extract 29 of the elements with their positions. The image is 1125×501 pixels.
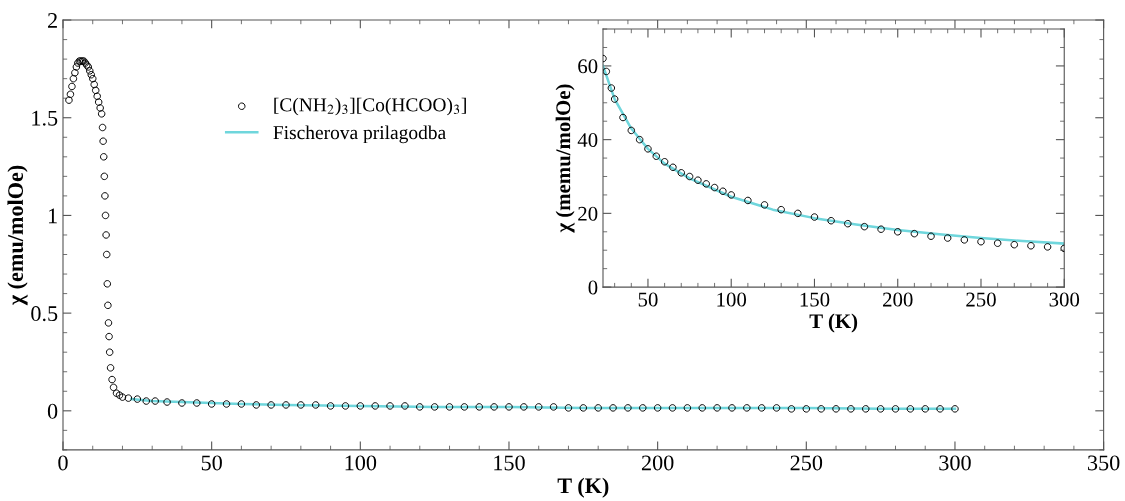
- x-tick-label: 350: [1088, 455, 1120, 471]
- y-tick-label: 20: [578, 206, 598, 221]
- x-tick-label: 100: [345, 455, 377, 471]
- y-tick-label: 0.5: [31, 306, 58, 322]
- x-tick-label: 0: [58, 455, 68, 471]
- y-tick-label: 2: [48, 13, 57, 28]
- x-tick-label: 300: [1049, 292, 1080, 307]
- y-tick-label: 40: [577, 133, 598, 148]
- y-axis-title: χ (emu/molOe): [7, 165, 28, 306]
- x-axis-title: T (K): [809, 313, 858, 333]
- x-tick-label: 250: [790, 455, 823, 471]
- legend-label: [C(NH$_{2}$)$_{3}$][Co(HCOO)$_{3}$]: [274, 97, 466, 116]
- y-tick-label: 60: [578, 59, 598, 74]
- x-tick-label: 100: [717, 292, 747, 307]
- legend-label: Fischerova prilagodba: [273, 125, 446, 144]
- x-tick-label: 250: [966, 292, 996, 307]
- x-tick-label: 300: [939, 455, 971, 471]
- x-tick-label: 50: [201, 455, 222, 471]
- y-tick-label: 0: [588, 280, 598, 295]
- x-tick-label: 200: [641, 455, 674, 471]
- y-axis-title: χ (memu/molOe): [555, 84, 575, 233]
- x-tick-label: 150: [494, 455, 525, 471]
- x-tick-label: 50: [638, 292, 658, 307]
- y-tick-label: 0: [47, 403, 58, 419]
- y-tick-label: 1.5: [32, 110, 58, 126]
- y-tick-label: 1: [48, 208, 57, 224]
- x-tick-label: 200: [883, 292, 913, 307]
- x-axis-title: T (K): [557, 477, 609, 498]
- x-tick-label: 150: [800, 292, 830, 307]
